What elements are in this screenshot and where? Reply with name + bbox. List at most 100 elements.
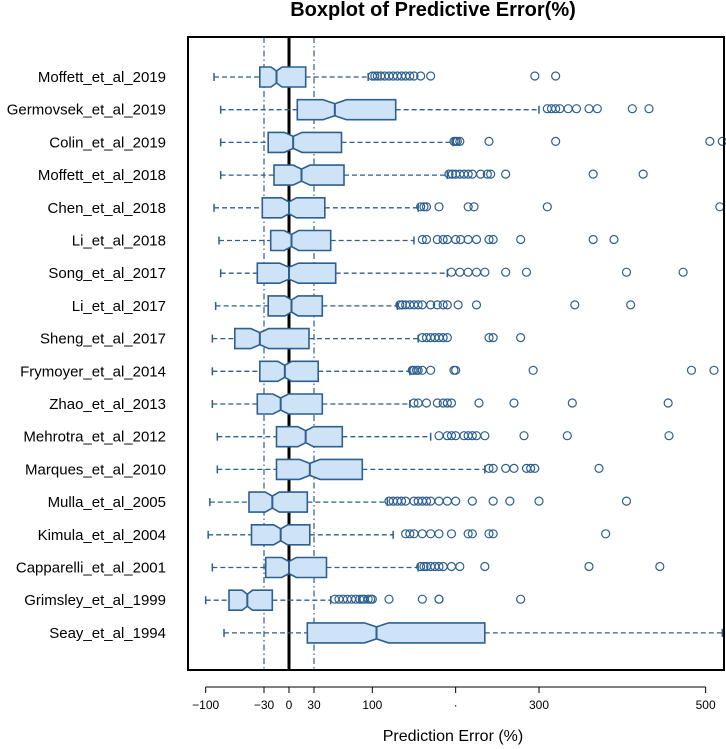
outlier-point	[442, 398, 452, 408]
outlier-point	[455, 136, 465, 146]
outlier-point	[363, 594, 373, 604]
outlier-point	[405, 71, 415, 81]
outlier-point	[463, 234, 473, 245]
box-moffett-et-al-2018: Moffett_et_al_2018	[38, 164, 648, 186]
y-tick-label: Germovsek_et_al_2019	[7, 102, 166, 119]
outlier-point	[484, 463, 494, 473]
outlier-point	[509, 463, 519, 473]
y-tick-label: Capparelli_et_al_2001	[16, 560, 166, 577]
y-tick-label: Moffett_et_al_2018	[38, 167, 166, 184]
outlier-point	[426, 71, 436, 81]
outlier-point	[588, 169, 598, 179]
outlier-point	[715, 202, 725, 212]
box	[264, 556, 328, 579]
outlier-point	[488, 496, 498, 506]
outlier-point	[644, 104, 654, 114]
y-tick-label: Kimula_et_al_2004	[38, 527, 166, 544]
outlier-point	[488, 333, 498, 343]
outlier-point	[480, 561, 490, 572]
outlier-point	[434, 496, 444, 506]
outlier-point	[417, 529, 427, 539]
y-tick-label: Mehrotra_et_al_2012	[23, 429, 166, 446]
box-grimsley-et-al-1999: Grimsley_et_al_1999	[24, 589, 526, 612]
outlier-point	[482, 169, 492, 179]
y-tick-label: Marques_et_al_2010	[25, 461, 166, 478]
outlier-point	[528, 365, 538, 375]
outlier-point	[467, 496, 477, 506]
outlier-point	[442, 496, 452, 506]
box	[256, 393, 324, 415]
y-tick-label: Grimsley_et_al_1999	[24, 592, 166, 609]
outlier-point	[384, 594, 394, 604]
outlier-point	[516, 333, 526, 343]
outlier-point	[456, 234, 466, 245]
outlier-point	[446, 398, 457, 408]
outlier-point	[455, 267, 465, 277]
y-tick-label: Zhao_et_al_2013	[49, 396, 166, 413]
outlier-point	[455, 561, 465, 572]
box-marques-et-al-2010: Marques_et_al_2010	[25, 458, 604, 481]
outlier-point	[542, 202, 552, 212]
outlier-point	[488, 463, 498, 473]
box-colin-et-al-2019: Colin_et_al_2019	[49, 131, 726, 154]
outlier-point	[655, 561, 665, 572]
outlier-point	[501, 169, 511, 179]
outlier-point	[567, 398, 577, 408]
plot-frame	[187, 36, 725, 671]
outlier-point	[709, 365, 719, 375]
outlier-point	[438, 333, 448, 343]
outlier-point	[601, 529, 611, 539]
box	[261, 197, 326, 219]
box-zhao-et-al-2013: Zhao_et_al_2013	[49, 393, 673, 415]
outlier-point	[488, 234, 498, 245]
outlier-point	[421, 398, 432, 408]
outlier-point	[467, 529, 477, 539]
outlier-point	[438, 300, 448, 310]
box	[258, 66, 307, 88]
box	[273, 164, 345, 186]
box	[234, 327, 310, 350]
box	[228, 589, 274, 612]
y-tick-label: Colin_et_al_2019	[49, 134, 166, 151]
outlier-point	[571, 104, 582, 114]
y-tick-label: Frymoyer_et_al_2014	[20, 363, 166, 380]
box-kimula-et-al-2004: Kimula_et_al_2004	[38, 523, 611, 546]
outlier-point	[434, 594, 444, 604]
x-tick-label: −30	[254, 698, 275, 712]
outlier-point	[480, 267, 490, 277]
box-chen-et-al-2018: Chen_et_al_2018	[48, 197, 725, 219]
outlier-point	[446, 267, 457, 277]
outlier-point	[426, 365, 436, 375]
box-seay-et-al-1994: Seay_et_al_1994	[49, 622, 724, 644]
box-mehrotra-et-al-2012: Mehrotra_et_al_2012	[23, 425, 674, 448]
outlier-point	[594, 463, 604, 473]
outlier-point	[416, 202, 426, 212]
plot-area: Moffett_et_al_2019 Germovsek_et_al_2019 Co…	[7, 37, 726, 670]
outlier-point	[627, 104, 637, 114]
outlier-point	[584, 104, 594, 114]
outlier-point	[432, 300, 442, 310]
outlier-point	[717, 136, 726, 146]
x-tick-label: 100	[362, 698, 382, 712]
outlier-point	[467, 431, 477, 441]
outlier-point	[521, 267, 532, 277]
outlier-point	[421, 202, 432, 212]
box	[269, 229, 332, 252]
outlier-point	[563, 104, 573, 114]
x-tick-label: 0	[286, 698, 293, 712]
y-tick-label: Li_et_al_2018	[72, 233, 166, 250]
outlier-point	[463, 169, 473, 179]
outlier-point	[396, 496, 407, 506]
outlier-point	[588, 234, 598, 245]
box-capparelli-et-al-2001: Capparelli_et_al_2001	[16, 556, 665, 579]
outlier-point	[416, 71, 426, 81]
outlier-point	[413, 300, 423, 310]
outlier-point	[480, 431, 490, 441]
outlier-point	[609, 234, 619, 245]
box	[258, 360, 320, 383]
x-axis: −100 −30 0 30 100 · 300 500	[192, 686, 716, 712]
outlier-point	[471, 234, 482, 245]
outlier-point	[434, 431, 444, 441]
box	[256, 262, 337, 285]
